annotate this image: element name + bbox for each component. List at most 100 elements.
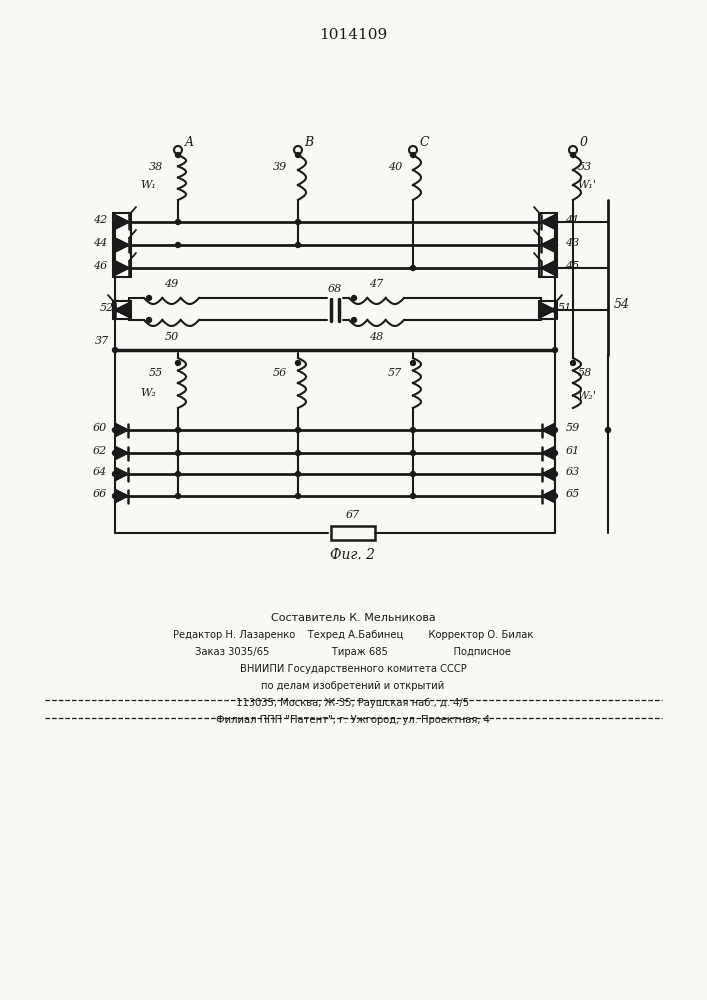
Text: Редактор Н. Лазаренко    Техред А.Бабинец        Корректор О. Билак: Редактор Н. Лазаренко Техред А.Бабинец К…: [173, 630, 533, 640]
Circle shape: [552, 265, 558, 270]
Text: 38: 38: [149, 162, 163, 172]
Text: 50: 50: [164, 332, 179, 342]
Circle shape: [112, 308, 117, 312]
Circle shape: [175, 242, 180, 247]
Text: 61: 61: [566, 446, 580, 456]
Circle shape: [552, 308, 558, 312]
Polygon shape: [115, 215, 129, 229]
Circle shape: [175, 472, 180, 477]
Text: B: B: [305, 136, 314, 149]
Circle shape: [569, 146, 577, 154]
Circle shape: [175, 493, 180, 498]
Text: W₂: W₂: [140, 388, 156, 398]
Text: ВНИИПИ Государственного комитета СССР: ВНИИПИ Государственного комитета СССР: [240, 664, 467, 674]
Text: 52: 52: [100, 303, 114, 313]
Polygon shape: [115, 468, 128, 481]
Circle shape: [296, 360, 300, 365]
Circle shape: [146, 296, 151, 300]
Text: 44: 44: [93, 238, 107, 248]
Circle shape: [112, 493, 117, 498]
Circle shape: [296, 493, 300, 498]
Text: 37: 37: [95, 336, 109, 346]
Circle shape: [175, 360, 180, 365]
Circle shape: [294, 146, 302, 154]
Text: 65: 65: [566, 489, 580, 499]
Circle shape: [351, 296, 356, 300]
Circle shape: [552, 493, 558, 498]
Circle shape: [552, 428, 558, 432]
Text: W₁: W₁: [140, 180, 156, 190]
Text: 56: 56: [273, 368, 287, 378]
Text: 59: 59: [566, 423, 580, 433]
Text: W₁': W₁': [578, 180, 597, 190]
Circle shape: [175, 152, 180, 157]
Circle shape: [605, 428, 611, 432]
Text: 49: 49: [164, 279, 179, 289]
Polygon shape: [542, 446, 555, 460]
Polygon shape: [115, 489, 128, 502]
Circle shape: [296, 242, 300, 247]
Circle shape: [175, 428, 180, 432]
Text: C: C: [419, 136, 429, 149]
Text: Филиал ППП "Патент", г. Ужгород, ул. Проектная, 4: Филиал ППП "Патент", г. Ужгород, ул. Про…: [216, 715, 490, 725]
Text: 57: 57: [388, 368, 402, 378]
Circle shape: [409, 146, 417, 154]
Text: 64: 64: [93, 467, 107, 477]
Circle shape: [411, 493, 416, 498]
Polygon shape: [542, 489, 555, 502]
Text: W₂': W₂': [578, 391, 597, 401]
Circle shape: [112, 428, 117, 432]
Circle shape: [411, 265, 416, 270]
Circle shape: [296, 220, 300, 225]
Polygon shape: [115, 261, 129, 275]
Polygon shape: [542, 468, 555, 481]
Text: A: A: [185, 136, 194, 149]
Text: 53: 53: [578, 162, 592, 172]
Text: 51: 51: [558, 303, 572, 313]
Text: 68: 68: [328, 284, 342, 294]
Circle shape: [571, 152, 575, 157]
Circle shape: [146, 318, 151, 322]
Circle shape: [552, 472, 558, 477]
Circle shape: [296, 450, 300, 456]
Circle shape: [411, 450, 416, 456]
Text: 47: 47: [369, 279, 384, 289]
Text: 55: 55: [149, 368, 163, 378]
Text: 1014109: 1014109: [319, 28, 387, 42]
Text: 42: 42: [93, 215, 107, 225]
Text: 66: 66: [93, 489, 107, 499]
Text: 62: 62: [93, 446, 107, 456]
Text: 45: 45: [565, 261, 579, 271]
Text: 41: 41: [565, 215, 579, 225]
Circle shape: [174, 146, 182, 154]
Text: Заказ 3035/65                    Тираж 685                     Подписное: Заказ 3035/65 Тираж 685 Подписное: [195, 647, 511, 657]
Text: 40: 40: [388, 162, 402, 172]
Polygon shape: [115, 446, 128, 460]
Text: 113035, Москва, Ж-35, Раушская наб., д. 4/5: 113035, Москва, Ж-35, Раушская наб., д. …: [236, 698, 469, 708]
Text: 43: 43: [565, 238, 579, 248]
Text: 46: 46: [93, 261, 107, 271]
Polygon shape: [541, 261, 555, 275]
Text: 0: 0: [580, 136, 588, 149]
Circle shape: [112, 450, 117, 456]
Circle shape: [296, 472, 300, 477]
Text: 48: 48: [369, 332, 384, 342]
Circle shape: [411, 428, 416, 432]
Circle shape: [552, 242, 558, 247]
Polygon shape: [115, 303, 129, 317]
Text: по делам изобретений и открытий: по делам изобретений и открытий: [262, 681, 445, 691]
Circle shape: [296, 152, 300, 157]
Circle shape: [175, 450, 180, 456]
Circle shape: [296, 428, 300, 432]
Bar: [331, 526, 375, 540]
Text: Составитель К. Мельникова: Составитель К. Мельникова: [271, 613, 436, 623]
Circle shape: [411, 360, 416, 365]
Text: 58: 58: [578, 368, 592, 378]
Text: 67: 67: [346, 510, 360, 520]
Circle shape: [552, 450, 558, 456]
Polygon shape: [115, 238, 129, 252]
Circle shape: [175, 220, 180, 225]
Circle shape: [411, 152, 416, 157]
Polygon shape: [541, 238, 555, 252]
Text: Фиг. 2: Фиг. 2: [330, 548, 375, 562]
